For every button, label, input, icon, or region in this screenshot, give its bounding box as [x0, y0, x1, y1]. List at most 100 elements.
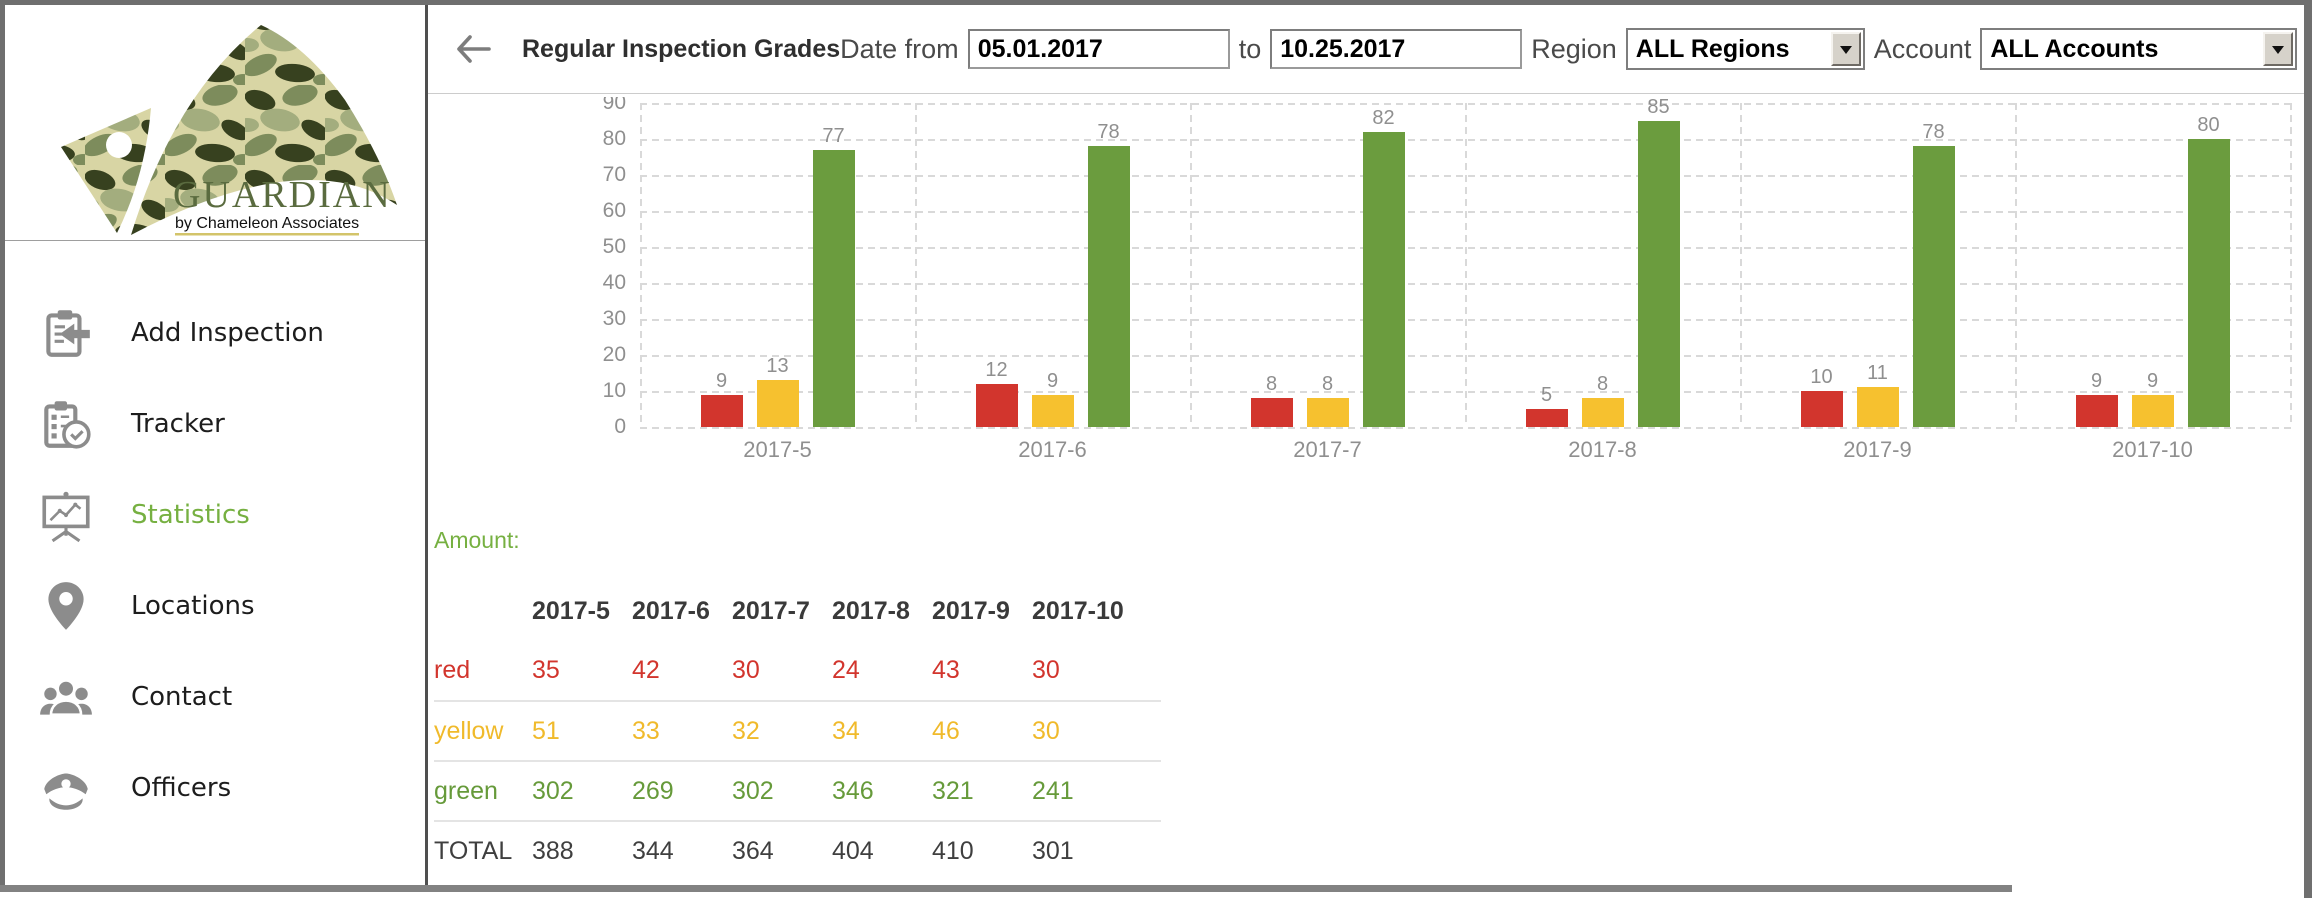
y-axis-tick: 50: [602, 235, 626, 258]
sidebar-item-label: Locations: [131, 590, 255, 621]
sidebar-item-add-inspection[interactable]: Add Inspection: [5, 287, 425, 378]
filter-controls: Date from to Region ALL Regions Account …: [840, 28, 2298, 70]
account-select-value: ALL Accounts: [1990, 34, 2159, 63]
bar-green-2017-6: [1087, 146, 1130, 427]
sidebar-divider: [425, 0, 428, 892]
table-column-header: 2017-9: [932, 596, 1010, 625]
sidebar-item-label: Statistics: [131, 499, 250, 530]
header-divider: [428, 93, 2304, 94]
gridline-x: [2015, 103, 2017, 427]
table-cell: 35: [532, 641, 632, 702]
row-label: TOTAL: [434, 837, 513, 865]
y-axis-tick: 0: [614, 415, 626, 438]
officer-cap-icon: [37, 759, 95, 817]
date-from-input[interactable]: [967, 29, 1230, 69]
bar-red-2017-10: [2075, 394, 2118, 427]
table-cell: 30: [1032, 701, 1132, 762]
bar-value-label: 8: [1596, 373, 1609, 396]
gridline-x: [1740, 103, 1742, 427]
gridline-y: [640, 319, 2294, 321]
gridline-x: [915, 103, 917, 427]
sidebar-item-statistics[interactable]: Statistics: [5, 469, 425, 560]
bar-red-2017-7: [1250, 398, 1293, 427]
date-to-input[interactable]: [1270, 29, 1523, 69]
table-cell: 33: [632, 701, 732, 762]
sidebar: GUARDIAN by Chameleon Associates Add Ins…: [5, 5, 425, 885]
bar-value-label: 78: [1922, 121, 1945, 144]
bar-yellow-2017-8: [1581, 398, 1624, 427]
x-axis-label: 2017-8: [1568, 437, 1637, 462]
bar-value-label: 9: [2090, 369, 2103, 392]
bar-red-2017-5: [700, 394, 743, 427]
table-cell: 43: [932, 641, 1032, 702]
bar-value-label: 80: [2197, 114, 2220, 136]
gridline-x: [2290, 103, 2292, 427]
bar-green-2017-9: [1912, 146, 1955, 427]
sidebar-menu: Add Inspection Tracker Statistics Locations…: [5, 241, 425, 833]
table-column-header: 2017-6: [632, 596, 710, 625]
y-axis-tick: 30: [602, 307, 626, 330]
sidebar-item-label: Officers: [131, 772, 232, 803]
table-cell: 32: [732, 701, 832, 762]
sidebar-item-label: Add Inspection: [131, 317, 324, 348]
bar-value-label: 77: [822, 124, 845, 147]
y-axis-tick: 40: [602, 271, 626, 294]
gridline-y: [640, 211, 2294, 213]
table-cell: 346: [832, 761, 932, 822]
bar-green-2017-5: [812, 149, 855, 427]
clipboard-arrow-icon: [37, 304, 95, 362]
y-axis-tick: 90: [602, 97, 626, 114]
x-axis-label: 2017-6: [1018, 437, 1087, 462]
bar-value-label: 82: [1372, 106, 1395, 129]
table-cell: 302: [732, 761, 832, 822]
y-axis-tick: 80: [602, 127, 626, 150]
table-cell: 269: [632, 761, 732, 822]
window-border-left: [0, 0, 5, 892]
table-cell: 51: [532, 701, 632, 762]
bar-value-label: 78: [1097, 121, 1120, 144]
bar-yellow-2017-6: [1031, 394, 1074, 427]
gridline-y: [640, 283, 2294, 285]
bar-value-label: 11: [1867, 362, 1888, 385]
bar-value-label: 5: [1540, 384, 1553, 406]
table-row-red: red 35 42 30 24 43 30: [434, 641, 1161, 702]
table-header-row: 2017-5 2017-6 2017-7 2017-8 2017-9 2017-10: [434, 581, 1161, 641]
bar-green-2017-10: [2187, 139, 2230, 427]
bar-yellow-2017-5: [756, 380, 799, 427]
sidebar-item-contact[interactable]: Contact: [5, 651, 425, 742]
region-select-button[interactable]: [1830, 32, 1861, 66]
region-select[interactable]: ALL Regions: [1625, 28, 1865, 70]
bar-green-2017-7: [1362, 131, 1405, 427]
brand-tagline: by Chameleon Associates: [175, 215, 359, 232]
back-button[interactable]: [452, 28, 494, 70]
bar-value-label: 9: [715, 369, 728, 392]
chevron-down-icon: [1839, 46, 1852, 60]
table-cell: 321: [932, 761, 1032, 822]
bar-value-label: 8: [1265, 373, 1278, 396]
account-select[interactable]: ALL Accounts: [1980, 28, 2298, 70]
map-pin-icon: [37, 577, 95, 635]
gridline-y: [640, 355, 2294, 357]
brand-logo: GUARDIAN by Chameleon Associates: [5, 5, 425, 241]
bar-yellow-2017-7: [1306, 398, 1349, 427]
x-axis-label: 2017-5: [743, 437, 812, 462]
sidebar-item-officers[interactable]: Officers: [5, 742, 425, 833]
table-column-header: 2017-8: [832, 596, 910, 625]
sidebar-item-locations[interactable]: Locations: [5, 560, 425, 651]
table-row-total: TOTAL 388 344 364 404 410 301: [434, 821, 1161, 881]
table-cell: 301: [1032, 837, 1074, 865]
table-column-header: 2017-7: [732, 596, 810, 625]
bar-value-label: 10: [1810, 366, 1833, 388]
bar-yellow-2017-9: [1856, 387, 1899, 427]
table-column-header: 2017-5: [532, 596, 610, 625]
gridline-x: [1190, 103, 1192, 427]
main-content: Regular Inspection Grades Date from to R…: [428, 5, 2304, 892]
y-axis-tick: 20: [602, 343, 626, 366]
account-select-button[interactable]: [2263, 32, 2294, 66]
sidebar-item-tracker[interactable]: Tracker: [5, 378, 425, 469]
row-label: green: [434, 761, 532, 822]
amount-label: Amount:: [434, 527, 520, 553]
chevron-down-icon: [2272, 46, 2285, 60]
region-label: Region: [1531, 33, 1617, 64]
